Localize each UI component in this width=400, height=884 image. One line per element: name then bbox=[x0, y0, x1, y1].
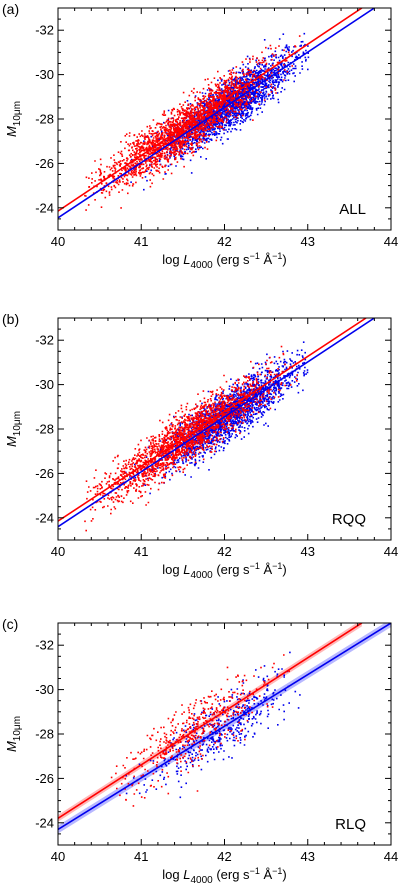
x-axis-label-units-open: (erg s bbox=[213, 867, 250, 882]
scatter-series-red bbox=[84, 35, 301, 211]
y-axis-label: M10μm bbox=[4, 101, 23, 137]
y-tick-label: -32 bbox=[35, 638, 54, 653]
x-tick-label: 42 bbox=[217, 544, 231, 559]
x-axis-label-sup2: −1 bbox=[272, 561, 282, 571]
x-axis-label: log L4000 (erg s−1 Å−1) bbox=[162, 866, 286, 884]
y-tick-label: -26 bbox=[35, 156, 54, 171]
y-axis-label: M10μm bbox=[4, 716, 23, 752]
y-axis-label: M10μm bbox=[4, 411, 23, 447]
y-tick-label: -28 bbox=[35, 422, 54, 437]
x-axis-label-units-open: (erg s bbox=[213, 562, 250, 577]
fit-line-red bbox=[58, 318, 367, 522]
x-tick-label: 43 bbox=[301, 544, 315, 559]
x-axis-label-sup2: −1 bbox=[272, 866, 282, 876]
x-tick-label: 44 bbox=[384, 544, 398, 559]
x-axis-label-prefix: log bbox=[162, 562, 183, 577]
y-tick-label: -26 bbox=[35, 771, 54, 786]
y-tick-label: -28 bbox=[35, 112, 54, 127]
x-axis-label-sup1: −1 bbox=[250, 251, 260, 261]
x-axis-label-units-mid: Å bbox=[260, 867, 273, 882]
y-tick-label: -26 bbox=[35, 466, 54, 481]
x-axis-label-prefix: log bbox=[162, 252, 183, 267]
x-axis-label-sup1: −1 bbox=[250, 561, 260, 571]
fit-line-blue bbox=[58, 623, 391, 831]
y-tick-label: -32 bbox=[35, 333, 54, 348]
y-tick-label: -24 bbox=[35, 200, 54, 215]
y-tick-label: -32 bbox=[35, 23, 54, 38]
sample-label: RLQ bbox=[335, 816, 366, 833]
y-tick-label: -28 bbox=[35, 727, 54, 742]
panel-label: (b) bbox=[2, 311, 19, 327]
x-axis-label-sup1: −1 bbox=[250, 866, 260, 876]
x-axis-label-symbol: L bbox=[183, 252, 190, 267]
y-tick-label: -30 bbox=[35, 682, 54, 697]
y-tick-label: -24 bbox=[35, 815, 54, 830]
panel-label: (a) bbox=[2, 1, 19, 17]
panel-a: 40 41 42 43 44 -32 -30 -28 -26 -24 (a) ALL M10μm log … bbox=[2, 1, 398, 271]
x-tick-label: 41 bbox=[134, 544, 148, 559]
panel-c: 40 41 42 43 44 -32 -30 -28 -26 -24 (c) RLQ M10μm log … bbox=[2, 616, 398, 884]
confidence-band-blue bbox=[58, 623, 391, 834]
x-axis-label-subscript: 4000 bbox=[190, 570, 213, 581]
sample-label: RQQ bbox=[332, 511, 366, 528]
x-axis-label-units-open: (erg s bbox=[213, 252, 250, 267]
panel-b: 40 41 42 43 44 -32 -30 -28 -26 -24 (b) RQQ M10μm log … bbox=[2, 311, 398, 581]
x-tick-label: 40 bbox=[51, 234, 65, 249]
scatter-points-red bbox=[84, 345, 298, 532]
x-tick-label: 43 bbox=[301, 849, 315, 864]
y-axis-label-symbol: M bbox=[4, 436, 19, 447]
x-axis-label-sup2: −1 bbox=[272, 251, 282, 261]
x-axis-label: log L4000 (erg s−1 Å−1) bbox=[162, 251, 286, 271]
x-axis-label-units-close: ) bbox=[282, 252, 286, 267]
y-axis-label-subscript: 10μm bbox=[12, 716, 23, 741]
y-axis-label-subscript: 10μm bbox=[12, 101, 23, 126]
x-tick-label: 44 bbox=[384, 234, 398, 249]
x-axis-label: log L4000 (erg s−1 Å−1) bbox=[162, 561, 286, 581]
x-tick-label: 42 bbox=[217, 849, 231, 864]
y-axis-label-subscript: 10μm bbox=[12, 411, 23, 436]
x-axis-label-units-close: ) bbox=[282, 867, 286, 882]
x-axis-label-subscript: 4000 bbox=[190, 260, 213, 271]
x-axis-label-subscript: 4000 bbox=[190, 875, 213, 884]
y-axis-label-symbol: M bbox=[4, 741, 19, 752]
x-axis-label-prefix: log bbox=[162, 867, 183, 882]
y-tick-label: -30 bbox=[35, 67, 54, 82]
y-tick-label: -24 bbox=[35, 510, 54, 525]
y-axis-label-symbol: M bbox=[4, 126, 19, 137]
x-axis-label-symbol: L bbox=[183, 562, 190, 577]
scatter-points-red bbox=[84, 35, 301, 211]
x-tick-label: 40 bbox=[51, 849, 65, 864]
x-tick-label: 43 bbox=[301, 234, 315, 249]
fit-line-blue bbox=[58, 318, 375, 528]
x-tick-label: 40 bbox=[51, 544, 65, 559]
x-axis-label-units-close: ) bbox=[282, 562, 286, 577]
x-tick-label: 44 bbox=[384, 849, 398, 864]
fit-line-red bbox=[58, 8, 363, 212]
x-tick-label: 41 bbox=[134, 849, 148, 864]
panel-label: (c) bbox=[2, 616, 18, 632]
fit-line-red bbox=[58, 623, 363, 820]
x-axis-label-symbol: L bbox=[183, 867, 190, 882]
scatter-series-red bbox=[84, 345, 298, 532]
y-tick-label: -30 bbox=[35, 377, 54, 392]
x-tick-label: 42 bbox=[217, 234, 231, 249]
fit-line-blue bbox=[58, 8, 375, 219]
x-axis-label-units-mid: Å bbox=[260, 252, 273, 267]
sample-label: ALL bbox=[339, 201, 366, 218]
x-axis-label-units-mid: Å bbox=[260, 562, 273, 577]
x-tick-label: 41 bbox=[134, 234, 148, 249]
